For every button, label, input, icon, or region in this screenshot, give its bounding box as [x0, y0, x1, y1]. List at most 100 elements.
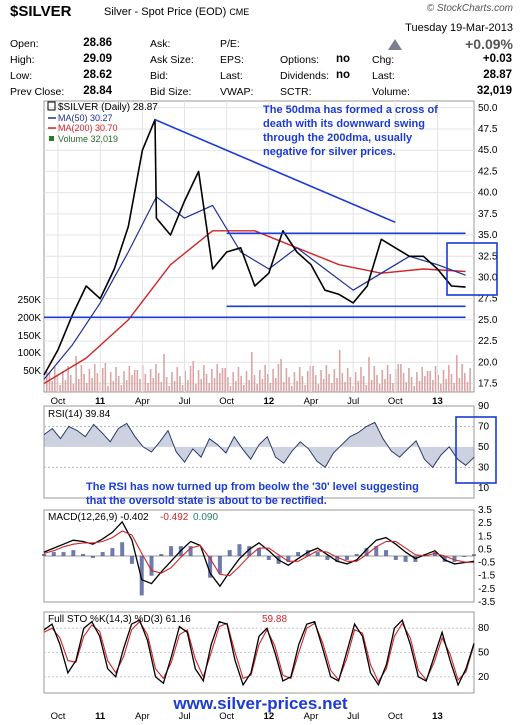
x-tick-price: Oct	[51, 396, 66, 407]
macd-histogram-bar	[139, 556, 144, 596]
x-tick-bottom: 12	[264, 711, 275, 722]
volume-bar	[115, 367, 117, 392]
volume-bar	[243, 385, 245, 392]
volume-bar	[67, 366, 69, 392]
high-label: High:	[10, 54, 35, 66]
macd-histogram-bar	[51, 552, 56, 556]
sto-y-tick: 20	[478, 672, 490, 683]
volume-bar	[413, 386, 416, 392]
sto-y-tick: 80	[478, 623, 490, 634]
low-value: 28.62	[83, 69, 112, 81]
x-tick-bottom: 11	[95, 711, 106, 722]
volume-bar	[456, 355, 458, 392]
volume-bar	[293, 372, 296, 392]
price-y-tick: 37.5	[478, 209, 498, 220]
volume-bar	[173, 381, 176, 392]
volume-bar	[336, 378, 338, 392]
volume-bar	[251, 352, 253, 392]
volume-bar	[421, 367, 424, 392]
rsi-line	[43, 421, 475, 469]
legend-silver: $SILVER (Daily) 28.87	[58, 102, 158, 113]
volume-bar	[192, 361, 195, 392]
volume-bar	[312, 366, 314, 392]
x-tick-bottom: Oct	[51, 711, 66, 722]
volume-bar	[256, 384, 258, 392]
volume-bar	[195, 384, 197, 392]
volume-bar	[165, 377, 168, 392]
volume-bar	[330, 383, 333, 392]
volume-bar	[349, 377, 352, 392]
dividends-value: no	[335, 69, 350, 81]
volume-bar	[205, 374, 208, 392]
volume-bar	[368, 357, 370, 392]
volume-bar	[152, 378, 155, 392]
price-y-tick: 42.5	[478, 166, 498, 177]
volume-bar	[360, 367, 362, 392]
volume-bar	[109, 372, 112, 392]
volume-bar	[290, 386, 293, 392]
dividends-label: Dividends:	[280, 70, 330, 82]
volume-bar	[466, 382, 469, 392]
volume-bar	[120, 385, 123, 392]
volume-bar	[259, 370, 261, 392]
volume-bar	[440, 384, 442, 392]
high-value: 29.09	[83, 53, 112, 65]
volume-bar	[179, 376, 181, 392]
volume-bar	[133, 370, 136, 392]
ma50-line	[43, 196, 466, 380]
volume-bar	[181, 385, 184, 392]
volume-bar	[237, 367, 240, 392]
macd-histogram-bar	[71, 550, 76, 556]
volume-bar	[149, 369, 152, 392]
open-label: Open:	[10, 38, 39, 50]
volume-bar	[344, 382, 346, 392]
x-tick-price: Jul	[178, 396, 190, 407]
volume-y-tick: 250K	[18, 295, 42, 306]
price-y-tick: 32.5	[478, 251, 498, 262]
x-tick-price: 13	[432, 396, 443, 407]
x-tick-price: 11	[95, 396, 106, 407]
macd-y-tick: -2.5	[478, 584, 496, 595]
macd-histogram-bar	[81, 554, 86, 556]
volume-bar	[408, 368, 410, 392]
volume-bar	[219, 373, 221, 392]
rsi-y-tick: 50	[478, 442, 490, 453]
sto-d-line	[43, 620, 475, 683]
sto-legend: Full STO %K(14,3) %D(3) 61.16	[48, 614, 191, 625]
volume-bar	[373, 366, 376, 392]
volume-bar	[378, 384, 381, 392]
volume-bar	[61, 371, 64, 392]
volume-bar	[448, 365, 450, 392]
macd-signal-line	[43, 530, 475, 577]
volume-bar	[69, 375, 72, 392]
price-y-tick: 25.0	[478, 315, 498, 326]
volume-bar	[429, 371, 431, 392]
sto-k-line	[43, 618, 475, 687]
volume-bar	[269, 383, 272, 392]
macd-histogram-bar	[325, 556, 330, 560]
volume-bar	[128, 366, 131, 392]
rsi-legend: RSI(14) 39.84	[48, 409, 111, 420]
annotation-rsi: The RSI has now turned up from beolw the…	[86, 481, 419, 493]
volume-bar	[400, 364, 402, 392]
highlight-box-rsi	[455, 416, 497, 484]
volume-bar	[203, 365, 205, 392]
volume-bar	[64, 380, 67, 392]
last-price-label: Last:	[372, 70, 395, 82]
volume-bar	[213, 378, 216, 392]
volume-bar	[301, 376, 304, 392]
volume-bar	[160, 382, 163, 392]
volume-bar	[370, 380, 373, 392]
volume-bar	[248, 380, 250, 392]
volume-bar	[325, 365, 328, 392]
ma200-line	[43, 230, 466, 385]
volume-bar	[123, 371, 125, 392]
price-y-tick: 30.0	[478, 272, 498, 283]
volume-bar	[405, 382, 408, 392]
macd-histogram-bar	[217, 556, 222, 574]
macd-histogram-bar	[393, 556, 398, 560]
volume-bar	[277, 364, 280, 392]
volume-bar	[224, 368, 226, 392]
volume-bar	[328, 374, 330, 392]
